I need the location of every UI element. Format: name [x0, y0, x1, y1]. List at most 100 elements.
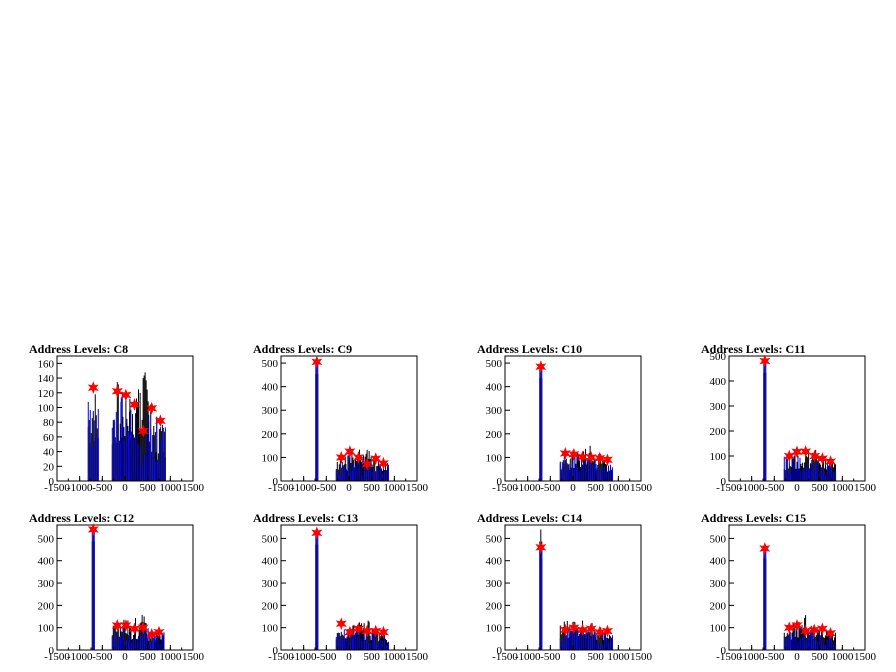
peak-marker	[111, 384, 123, 398]
y-tick-label: 200	[486, 429, 503, 441]
peak-marker	[370, 452, 382, 465]
peak-marker	[137, 424, 149, 438]
x-tick-label: 1500	[182, 482, 205, 494]
x-tick-label: -1000	[515, 482, 541, 494]
chart-panel: Address Levels: C14-1500-1000 -500 0 500 100…	[477, 511, 653, 663]
y-tick-label: 200	[710, 600, 727, 612]
chart-panel: Address Levels: C9-1500-1000 -500 0 500 1000…	[253, 342, 429, 494]
x-tick-label: -500	[764, 651, 785, 663]
x-tick-label: -1500	[44, 482, 70, 494]
y-tick-label: 300	[38, 578, 55, 590]
x-tick-label: -500	[540, 651, 561, 663]
peak-marker	[153, 625, 165, 639]
x-tick-label: 0	[570, 482, 576, 494]
y-tick-label: 500	[262, 533, 279, 545]
chart-panel: Address Levels: C12-1500-1000 -500 0 500 100…	[29, 511, 205, 663]
x-tick-label: -500	[92, 482, 113, 494]
peak-marker	[87, 381, 99, 394]
x-tick-label: 1500	[630, 651, 653, 663]
y-tick-label: 100	[262, 623, 279, 635]
x-tick-label: -1000	[515, 651, 541, 663]
x-tick-label: -1500	[44, 651, 70, 663]
chart-title: Address Levels: C10	[477, 342, 582, 356]
peak-marker	[759, 354, 771, 368]
y-tick-label: 80	[43, 417, 55, 429]
peak-marker	[535, 540, 547, 554]
x-tick-label: 1000	[831, 482, 854, 494]
x-tick-label: -500	[764, 482, 785, 494]
x-tick-label: -1500	[492, 482, 518, 494]
peak-marker	[87, 523, 99, 536]
chart-panel: Address Levels: C8-1500-1000 -500 0 500 1000…	[29, 342, 205, 494]
y-tick-label: 500	[262, 358, 279, 370]
chart-title: Address Levels: C14	[477, 511, 582, 525]
y-tick-label: 500	[710, 351, 727, 363]
x-tick-label: -1500	[268, 651, 294, 663]
y-tick-label: 300	[262, 578, 279, 590]
y-tick-label: 400	[38, 556, 55, 568]
x-tick-label: 1500	[406, 651, 429, 663]
x-tick-label: 1500	[406, 482, 429, 494]
y-tick-label: 40	[43, 447, 55, 459]
y-tick-label: 160	[38, 358, 55, 370]
x-tick-label: 1000	[383, 482, 406, 494]
y-tick-label: 100	[710, 451, 727, 463]
chart-panel: Address Levels: C13-1500-1000 -500 0 500 100…	[253, 511, 429, 663]
chart-title: Address Levels: C15	[701, 511, 806, 525]
x-tick-label: 1500	[854, 651, 877, 663]
peak-marker	[816, 452, 828, 465]
x-tick-label: 500	[587, 651, 604, 663]
peak-marker	[137, 621, 149, 635]
x-tick-label: -500	[92, 651, 113, 663]
y-tick-label: 500	[710, 533, 727, 545]
x-tick-label: 1000	[607, 482, 630, 494]
x-tick-label: 500	[139, 482, 156, 494]
y-tick-label: 300	[262, 405, 279, 417]
peak-marker	[344, 625, 356, 639]
chart-title: Address Levels: C11	[701, 342, 805, 356]
peak-marker	[129, 398, 141, 411]
peak-marker	[568, 447, 580, 461]
x-tick-label: -1000	[739, 651, 765, 663]
y-tick-label: 100	[486, 623, 503, 635]
chart-title: Address Levels: C13	[253, 511, 358, 525]
peak-marker	[800, 445, 812, 458]
peak-marker	[120, 618, 132, 632]
peak-marker	[759, 542, 771, 555]
y-tick-label: 100	[38, 623, 55, 635]
x-tick-label: -1500	[716, 651, 742, 663]
y-tick-label: 60	[43, 432, 55, 444]
x-tick-label: 1500	[854, 482, 877, 494]
y-tick-label: 100	[710, 623, 727, 635]
y-tick-label: 300	[486, 578, 503, 590]
y-tick-label: 0	[49, 476, 55, 488]
peak-marker	[568, 621, 580, 635]
x-tick-label: -1000	[291, 482, 317, 494]
peak-marker	[816, 622, 828, 636]
x-tick-label: -1000	[67, 651, 93, 663]
x-tick-label: -1000	[67, 482, 93, 494]
peak-marker	[601, 453, 613, 467]
peak-marker	[791, 618, 803, 632]
y-tick-label: 400	[262, 382, 279, 394]
y-tick-label: 400	[262, 556, 279, 568]
peak-marker	[311, 526, 323, 540]
peak-marker	[601, 624, 613, 638]
y-tick-label: 0	[49, 645, 55, 657]
peak-marker	[594, 451, 606, 465]
y-tick-label: 120	[38, 388, 55, 400]
chart-title: Address Levels: C12	[29, 511, 134, 525]
y-tick-label: 400	[486, 556, 503, 568]
y-tick-label: 300	[710, 578, 727, 590]
x-tick-label: 0	[346, 482, 352, 494]
y-tick-label: 400	[486, 382, 503, 394]
peak-marker	[120, 388, 132, 402]
peak-marker	[585, 451, 597, 464]
x-tick-label: 1000	[159, 651, 182, 663]
x-tick-label: -1000	[739, 482, 765, 494]
y-tick-label: 300	[486, 405, 503, 417]
peak-marker	[825, 455, 837, 468]
x-tick-label: 1500	[630, 482, 653, 494]
peak-marker	[370, 624, 382, 638]
